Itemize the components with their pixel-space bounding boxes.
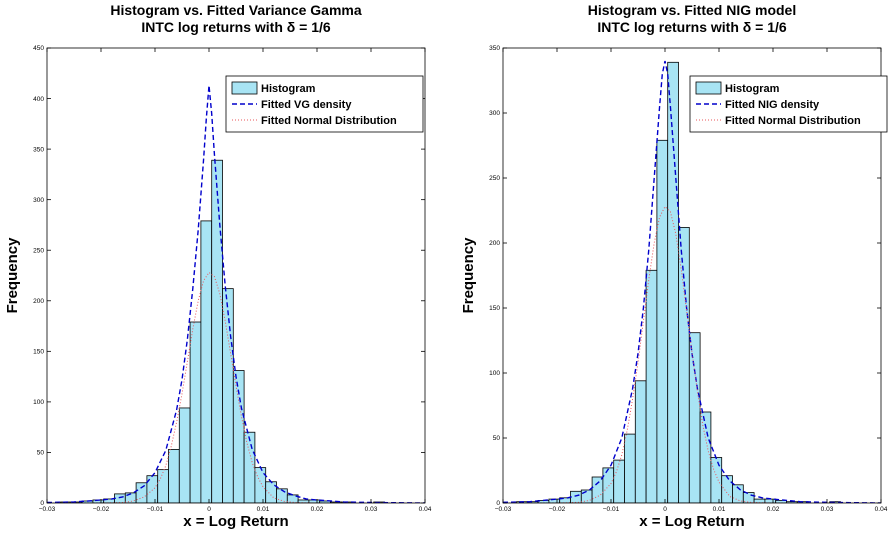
histogram-bar <box>688 332 701 503</box>
x-tick-label: 0.02 <box>311 506 324 513</box>
histogram-bar <box>710 457 723 503</box>
axes-box <box>502 47 882 504</box>
histogram-bar <box>189 321 202 503</box>
legend: Histogram Fitted VG density Fitted Normal … <box>225 75 424 133</box>
y-tick-label: 50 <box>37 450 45 457</box>
legend-label: Histogram <box>725 83 780 95</box>
histogram-bar <box>211 159 223 503</box>
chart-title: Histogram vs. Fitted Variance Gamma <box>110 2 362 18</box>
histogram-bar <box>157 469 169 503</box>
x-axis-label: x = Log Return <box>639 513 744 530</box>
y-tick-label: 350 <box>33 146 44 153</box>
histogram-bar <box>634 380 647 503</box>
legend: Histogram Fitted NIG density Fitted Normal… <box>689 75 888 133</box>
x-tick-label: 0 <box>663 506 667 513</box>
axes-box <box>46 47 426 504</box>
x-tick-label: −0.01 <box>147 506 164 513</box>
x-tick-label: 0.02 <box>767 506 780 513</box>
legend-box <box>225 75 424 133</box>
legend-label: Fitted Normal Distribution <box>261 115 397 127</box>
histogram-bar <box>178 407 191 503</box>
x-tick-label: 0.04 <box>875 506 888 513</box>
x-tick-label: 0.01 <box>257 506 270 513</box>
y-tick-label: 400 <box>33 96 44 103</box>
histogram-bar <box>721 475 733 503</box>
y-tick-label: 200 <box>33 298 44 305</box>
fitted-normal-line <box>47 271 425 503</box>
plot-area <box>47 85 425 503</box>
plot-area <box>503 60 881 503</box>
x-tick-label: −0.03 <box>495 506 512 513</box>
chart-panel-1: Histogram vs. Fitted Variance GammaINTC … <box>4 2 432 530</box>
legend-swatch-histogram <box>231 81 258 95</box>
chart-subtitle: INTC log returns with δ = 1/6 <box>597 19 787 35</box>
x-tick-label: −0.03 <box>39 506 56 513</box>
y-tick-label: 350 <box>489 45 500 52</box>
histogram-bar <box>276 488 288 503</box>
y-tick-label: 0 <box>496 500 500 507</box>
y-tick-label: 450 <box>33 45 44 52</box>
histogram-bar <box>613 459 625 503</box>
x-tick-label: 0.01 <box>713 506 726 513</box>
legend-label: Fitted VG density <box>261 99 352 111</box>
y-tick-label: 50 <box>493 435 501 442</box>
histogram-bar <box>591 476 604 503</box>
y-tick-label: 150 <box>489 305 500 312</box>
legend-label: Fitted NIG density <box>725 99 820 111</box>
fitted-density-line <box>47 85 425 503</box>
histogram-bar <box>667 61 679 503</box>
histogram-bar <box>135 482 148 503</box>
y-tick-label: 250 <box>489 175 500 182</box>
x-tick-label: 0.03 <box>365 506 378 513</box>
histogram-bar <box>570 490 582 503</box>
y-tick-label: 300 <box>489 110 500 117</box>
x-axis-label: x = Log Return <box>183 513 288 530</box>
chart-subtitle: INTC log returns with δ = 1/6 <box>141 19 331 35</box>
y-tick-label: 100 <box>489 370 500 377</box>
histogram-bar <box>114 493 126 503</box>
histogram-bar <box>656 139 669 503</box>
histogram-bar <box>297 499 310 503</box>
x-tick-label: 0.04 <box>419 506 432 513</box>
fitted-density-line <box>503 60 881 503</box>
histogram-bar <box>742 492 755 503</box>
y-axis-label: Frequency <box>4 237 21 314</box>
histogram-bar <box>243 431 256 503</box>
y-axis-label: Frequency <box>460 237 477 314</box>
chart-title: Histogram vs. Fitted NIG model <box>588 2 796 18</box>
histogram-bar <box>602 467 615 503</box>
y-tick-label: 150 <box>33 349 44 356</box>
y-tick-label: 250 <box>33 247 44 254</box>
legend-box <box>689 75 888 133</box>
y-tick-label: 100 <box>33 399 44 406</box>
legend-label: Histogram <box>261 83 316 95</box>
y-tick-label: 200 <box>489 240 500 247</box>
histogram-bar <box>200 220 213 503</box>
x-tick-label: 0 <box>207 506 211 513</box>
histogram-bar <box>645 269 658 503</box>
legend-swatch-histogram <box>695 81 722 95</box>
histogram-bar <box>222 288 234 503</box>
x-tick-label: −0.02 <box>93 506 110 513</box>
x-tick-label: −0.02 <box>549 506 566 513</box>
x-tick-label: 0.03 <box>821 506 834 513</box>
x-tick-label: −0.01 <box>603 506 620 513</box>
histogram-bar <box>624 433 636 503</box>
y-tick-label: 0 <box>40 500 44 507</box>
histogram-bar <box>168 449 180 503</box>
legend-label: Fitted Normal Distribution <box>725 115 861 127</box>
y-tick-label: 300 <box>33 197 44 204</box>
histogram-bar <box>678 226 690 503</box>
